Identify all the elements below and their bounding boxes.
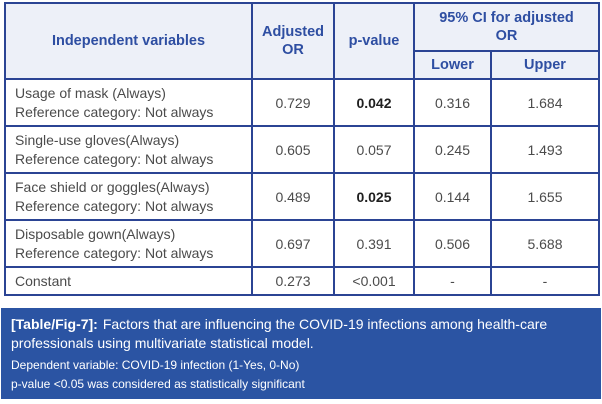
adjusted-or-cell: 0.489 xyxy=(251,172,335,221)
ci-lower-cell: - xyxy=(413,266,492,296)
results-table: Independent variables Adjusted OR p-valu… xyxy=(4,2,600,296)
variable-line-2: Reference category: Not always xyxy=(15,244,214,261)
p-value-cell: 0.391 xyxy=(333,219,415,268)
table-header: Independent variables Adjusted OR p-valu… xyxy=(4,2,600,80)
variable-line-2: Reference category: Not always xyxy=(15,197,214,214)
ci-upper-cell: - xyxy=(490,266,600,296)
col-header-ci-lower: Lower xyxy=(413,50,492,80)
table-row-gloves: Single-use gloves(Always) Reference cate… xyxy=(4,125,600,174)
table-row-face-shield: Face shield or goggles(Always) Reference… xyxy=(4,172,600,221)
table-row-mask: Usage of mask (Always) Reference categor… xyxy=(4,78,600,127)
variable-cell: Face shield or goggles(Always) Reference… xyxy=(4,172,253,221)
variable-line-1: Single-use gloves(Always) xyxy=(15,131,180,148)
caption-text: Factors that are influencing the COVID-1… xyxy=(11,316,548,351)
ci-upper-cell: 5.688 xyxy=(490,219,600,268)
col-header-ci-upper: Upper xyxy=(490,50,600,80)
variable-cell: Single-use gloves(Always) Reference cate… xyxy=(4,125,253,174)
col-header-p-value: p-value xyxy=(333,2,415,80)
p-value-cell: 0.057 xyxy=(333,125,415,174)
col-header-independent-variables: Independent variables xyxy=(4,2,253,80)
col-header-ci-group: 95% CI for adjusted OR xyxy=(413,2,600,52)
ci-upper-cell: 1.493 xyxy=(490,125,600,174)
ci-group-label: 95% CI for adjusted OR xyxy=(439,10,574,44)
ci-upper-cell: 1.684 xyxy=(490,78,600,127)
caption-note-dependent-variable: Dependent variable: COVID-19 infection (… xyxy=(11,358,300,372)
variable-line-2: Reference category: Not always xyxy=(15,103,214,120)
p-value-cell: <0.001 xyxy=(333,266,415,296)
variable-line-2: Reference category: Not always xyxy=(15,150,214,167)
adjusted-or-cell: 0.697 xyxy=(251,219,335,268)
variable-cell: Constant xyxy=(4,266,253,296)
ci-lower-cell: 0.316 xyxy=(413,78,492,127)
caption-label: [Table/Fig-7]: xyxy=(11,316,98,332)
ci-lower-cell: 0.245 xyxy=(413,125,492,174)
adjusted-or-cell: 0.729 xyxy=(251,78,335,127)
caption-main: [Table/Fig-7]: Factors that are influenci… xyxy=(11,315,591,353)
table-body: Usage of mask (Always) Reference categor… xyxy=(4,78,600,296)
caption-note-significance: p-value <0.05 was considered as statisti… xyxy=(11,377,305,391)
ci-upper-cell: 1.655 xyxy=(490,172,600,221)
adjusted-or-cell: 0.605 xyxy=(251,125,335,174)
variable-cell: Disposable gown(Always) Reference catego… xyxy=(4,219,253,268)
variable-line-1: Disposable gown(Always) xyxy=(15,225,176,242)
p-value-cell: 0.025 xyxy=(333,172,415,221)
col-header-adjusted-or: Adjusted OR xyxy=(251,2,335,80)
p-value-cell: 0.042 xyxy=(333,78,415,127)
table-row-constant: Constant 0.273 <0.001 - - xyxy=(4,266,600,296)
ci-lower-cell: 0.506 xyxy=(413,219,492,268)
variable-line-1: Usage of mask (Always) xyxy=(15,84,166,101)
table-row-gown: Disposable gown(Always) Reference catego… xyxy=(4,219,600,268)
adjusted-or-cell: 0.273 xyxy=(251,266,335,296)
table-caption: [Table/Fig-7]: Factors that are influenci… xyxy=(1,308,601,399)
variable-cell: Usage of mask (Always) Reference categor… xyxy=(4,78,253,127)
ci-lower-cell: 0.144 xyxy=(413,172,492,221)
variable-line-1: Face shield or goggles(Always) xyxy=(15,178,210,195)
